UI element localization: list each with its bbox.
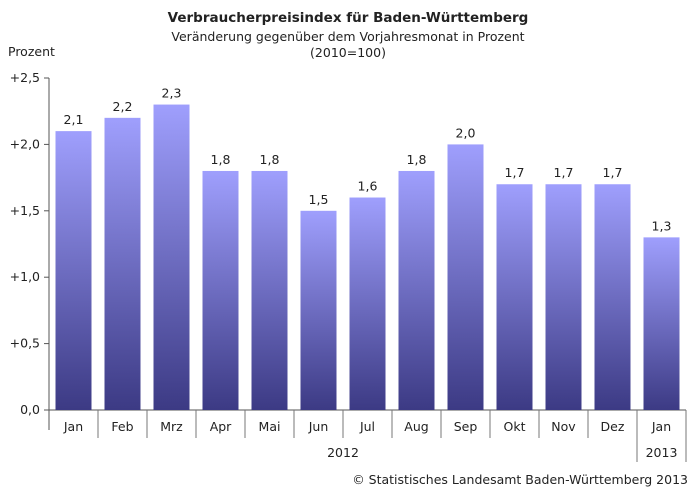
y-tick-label: +2,5: [10, 70, 40, 85]
x-year-label: 2013: [646, 445, 678, 460]
bar: [398, 170, 435, 410]
bar: [496, 184, 533, 410]
y-tick-label: +1,0: [10, 269, 40, 284]
x-tick-label: Jan: [63, 419, 83, 434]
x-tick-label: Aug: [404, 419, 428, 434]
bar: [643, 237, 680, 410]
bar-value-label: 2,1: [64, 112, 84, 127]
bar-value-label: 1,8: [260, 152, 280, 167]
y-tick-label: +2,0: [10, 136, 40, 151]
chart-subtitle: Veränderung gegenüber dem Vorjahresmonat…: [171, 29, 525, 44]
bar: [55, 131, 92, 410]
x-tick-label: Jan: [651, 419, 671, 434]
chart-subtitle-base: (2010=100): [310, 45, 386, 60]
bar-value-label: 1,7: [505, 165, 525, 180]
bar-value-label: 2,0: [456, 125, 476, 140]
chart-title: Verbraucherpreisindex für Baden-Württemb…: [167, 10, 529, 26]
x-tick-label: Sep: [454, 419, 478, 434]
bar: [447, 144, 484, 410]
bar-value-label: 1,6: [358, 179, 378, 194]
x-tick-label: Okt: [504, 419, 526, 434]
bar-value-label: 1,8: [407, 152, 427, 167]
bar-value-label: 1,7: [554, 165, 574, 180]
bar: [545, 184, 582, 410]
x-tick-label: Feb: [111, 419, 133, 434]
x-tick-label: Jul: [359, 419, 375, 434]
bar-value-label: 2,2: [113, 99, 133, 114]
bar: [349, 197, 386, 410]
bar: [202, 170, 239, 410]
bar: [300, 210, 337, 410]
bar-value-label: 1,8: [211, 152, 231, 167]
x-tick-label: Nov: [551, 419, 576, 434]
x-tick-label: Jun: [308, 419, 329, 434]
y-tick-label: +0,5: [10, 336, 40, 351]
x-tick-label: Dez: [601, 419, 625, 434]
x-year-label: 2012: [327, 445, 359, 460]
x-tick-label: Mai: [259, 419, 281, 434]
y-tick-label: +1,5: [10, 203, 40, 218]
y-tick-label: 0,0: [20, 402, 40, 417]
source-credit: © Statistisches Landesamt Baden-Württemb…: [352, 472, 688, 487]
bar-value-label: 1,5: [309, 192, 329, 207]
y-axis-label: Prozent: [8, 44, 55, 59]
bar-value-label: 2,3: [162, 86, 182, 101]
x-tick-label: Apr: [210, 419, 232, 434]
bar: [104, 117, 141, 410]
bar: [251, 170, 288, 410]
bar: [153, 104, 190, 410]
bar-value-label: 1,7: [603, 165, 623, 180]
bar-value-label: 1,3: [652, 218, 672, 233]
bar: [594, 184, 631, 410]
x-tick-label: Mrz: [160, 419, 183, 434]
